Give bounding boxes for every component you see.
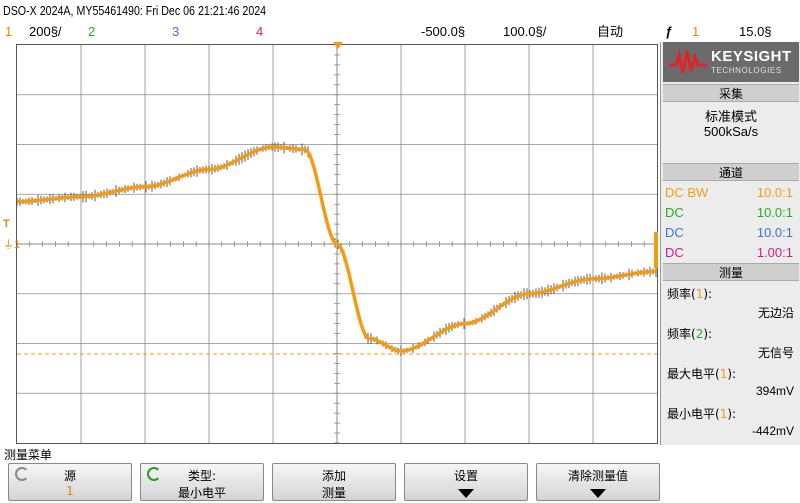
measurement-source: 1 xyxy=(719,367,728,381)
softkey-source-value: 1 xyxy=(66,484,74,498)
measurement-name: 频率 xyxy=(667,327,692,341)
keysight-logo: KEYSIGHT TECHNOLOGIES xyxy=(663,42,799,82)
channels-header: 通道 xyxy=(663,163,799,181)
measurement-value: -442mV xyxy=(751,424,794,438)
trigger-source[interactable]: 1 xyxy=(692,24,700,39)
channel-probe-ratio: 10.0:1 xyxy=(756,205,793,220)
channel-coupling: DC xyxy=(665,225,684,240)
softkey-clear-label: 清除测量值 xyxy=(567,469,628,483)
ch2-number[interactable]: 2 xyxy=(88,24,96,39)
logo-text: KEYSIGHT xyxy=(711,48,792,65)
measurement-source: 1 xyxy=(719,407,728,421)
measurement-name: 最大电平 xyxy=(667,367,716,381)
softkey-settings[interactable]: 设置 xyxy=(404,463,528,501)
softkey-type[interactable]: 类型: 最小电平 xyxy=(140,463,264,501)
ch1-trace xyxy=(17,145,657,353)
measurement-value: 无边沿 xyxy=(757,306,794,320)
measurement-name: 最小电平 xyxy=(667,407,716,421)
measurement-label: 最大电平(1): xyxy=(667,367,737,381)
ch1-number[interactable]: 1 xyxy=(5,24,13,39)
trigger-mode[interactable]: 自动 xyxy=(597,24,624,39)
channel-probe-ratio: 10.0:1 xyxy=(756,185,793,200)
keysight-wave-icon xyxy=(669,49,707,74)
measurement-label: 频率(2): xyxy=(667,327,713,341)
waveform-display[interactable] xyxy=(16,44,658,444)
trigger-position-marker[interactable] xyxy=(333,42,343,49)
time-scale[interactable]: 100.0§/ xyxy=(503,24,547,39)
channel-probe-ratio: 10.0:1 xyxy=(756,225,793,240)
channel-row[interactable]: DC 10.0:1 xyxy=(665,223,797,243)
ch1-right-edge-marker xyxy=(654,232,658,268)
channel-row[interactable]: DC 10.0:1 xyxy=(665,203,797,223)
channel-row[interactable]: DC BW 10.0:1 xyxy=(665,183,797,203)
ch1-scale[interactable]: 200§/ xyxy=(29,24,62,39)
title-text: DSO-X 2024A, MY55461490: Fri Dec 06 21:2… xyxy=(3,3,267,18)
logo-subtext: TECHNOLOGIES xyxy=(711,66,782,75)
channel-scale-row: 1 200§/ 2 3 4 -500.0§ 100.0§/ 自动 ƒ 1 15.… xyxy=(0,22,800,42)
ground-icon: ⏚ xyxy=(3,239,14,251)
channel-row[interactable]: DC 1.00:1 xyxy=(665,243,797,263)
measurement-label: 频率(1): xyxy=(667,287,713,301)
softkey-add-value: 测量 xyxy=(321,486,346,500)
channel-coupling: DC xyxy=(665,245,684,260)
ch1-ground-marker[interactable]: ⏚1 xyxy=(3,236,20,252)
measurement-source: 2 xyxy=(695,327,704,341)
cycle-icon xyxy=(15,467,29,481)
sample-rate: 500kSa/s xyxy=(703,124,759,139)
submenu-arrow-icon xyxy=(458,489,474,498)
channel-coupling: DC BW xyxy=(665,185,709,200)
side-panel: KEYSIGHT TECHNOLOGIES 采集 标准模式 500kSa/s 通… xyxy=(660,42,800,445)
softkey-source-label: 源 xyxy=(63,469,76,483)
measurement-label: 最小电平(1): xyxy=(667,407,737,421)
softkey-source[interactable]: 源 1 xyxy=(8,463,132,501)
trigger-level-marker[interactable]: T xyxy=(3,218,10,230)
graticule xyxy=(17,45,657,443)
trigger-edge-icon: ƒ xyxy=(665,24,673,39)
softkey-clear-measurements[interactable]: 清除测量值 xyxy=(536,463,660,501)
ground-label: 1 xyxy=(14,239,21,251)
measurement-name: 频率 xyxy=(667,287,692,301)
measure-header: 测量 xyxy=(663,263,799,281)
acquire-mode: 标准模式 xyxy=(704,110,757,125)
softkey-add-measurement[interactable]: 添加 测量 xyxy=(272,463,396,501)
window-title: DSO-X 2024A, MY55461490: Fri Dec 06 21:2… xyxy=(0,0,800,22)
trigger-level[interactable]: 15.0§ xyxy=(739,24,772,39)
softkey-add-label: 添加 xyxy=(321,469,346,483)
submenu-arrow-icon xyxy=(590,489,606,498)
softkey-settings-label: 设置 xyxy=(453,469,478,483)
measurement-value: 394mV xyxy=(755,384,794,398)
acquire-header: 采集 xyxy=(663,84,799,102)
cycle-icon xyxy=(147,467,161,481)
ch3-number[interactable]: 3 xyxy=(172,24,180,39)
ch4-number[interactable]: 4 xyxy=(256,24,264,39)
measurement-value: 无信号 xyxy=(757,346,794,360)
channel-probe-ratio: 1.00:1 xyxy=(756,245,793,260)
time-delay[interactable]: -500.0§ xyxy=(421,24,466,39)
softkey-type-value: 最小电平 xyxy=(177,486,226,500)
channel-coupling: DC xyxy=(665,205,684,220)
measurement-source: 1 xyxy=(695,287,704,301)
menu-title: 测量菜单 xyxy=(4,448,53,462)
ch1-waveform xyxy=(17,141,657,357)
softkey-type-label: 类型: xyxy=(187,469,217,483)
